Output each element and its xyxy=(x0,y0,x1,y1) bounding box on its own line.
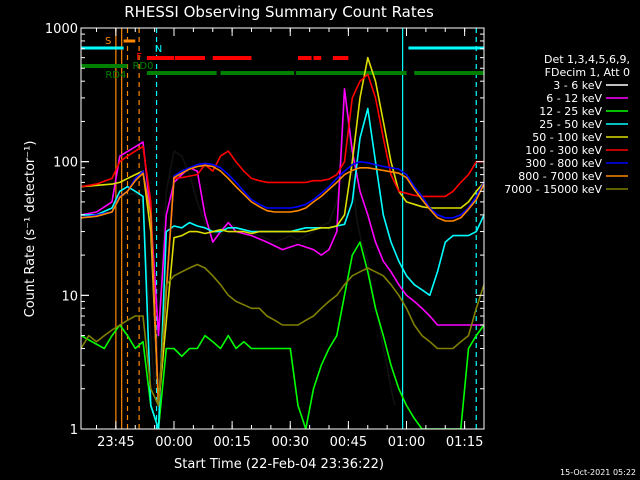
plot-frame xyxy=(80,27,485,430)
axis-ticks: 1 10 100 1000 23:45 00:00 00:15 00:30 00:45 01:00… xyxy=(45,22,484,450)
annotation-label: S xyxy=(105,36,111,47)
series-line-1 xyxy=(81,97,396,406)
legend-label: 25 - 50 keV xyxy=(539,118,602,131)
legend-label: 12 - 25 keV xyxy=(539,105,602,118)
footer-date: 15-Oct-2021 05:22 xyxy=(560,468,636,477)
y-tick-label: 100 xyxy=(53,156,78,171)
annotation-label: N xyxy=(155,44,162,55)
legend-label: 100 - 300 keV xyxy=(525,144,602,157)
y-tick-label: 1 xyxy=(70,423,78,438)
legend-label: 50 - 100 keV xyxy=(532,131,602,144)
series-line-9 xyxy=(81,263,484,407)
annotation-label: RD4 xyxy=(105,70,126,81)
x-tick-label: 23:45 xyxy=(97,435,134,450)
legend-label: 800 - 7000 keV xyxy=(518,170,602,183)
plot-area: S N F RD4 RD0 xyxy=(81,28,484,429)
series-line-3 xyxy=(81,241,484,429)
x-tick-label: 01:15 xyxy=(446,435,483,450)
y-tick-label: 1000 xyxy=(45,22,78,37)
series-line-7 xyxy=(81,160,484,407)
x-tick-label: 00:00 xyxy=(155,435,192,450)
y-axis-label: Count Rate (s⁻¹ detector⁻¹) xyxy=(23,141,38,318)
x-tick-label: 01:00 xyxy=(388,435,425,450)
legend: Det 1,3,4,5,6,9,FDecim 1, Att 03 - 6 keV… xyxy=(504,53,630,196)
annotation-label: RD0 xyxy=(132,61,153,72)
legend-header: Det 1,3,4,5,6,9, xyxy=(544,53,630,66)
y-tick-label: 10 xyxy=(61,289,78,304)
x-tick-label: 00:30 xyxy=(272,435,309,450)
legend-label: 300 - 800 keV xyxy=(525,157,602,170)
series-line-6 xyxy=(81,73,484,407)
x-tick-label: 00:15 xyxy=(213,435,250,450)
x-tick-label: 00:45 xyxy=(330,435,367,450)
x-axis-label: Start Time (22-Feb-04 23:36:22) xyxy=(174,457,384,472)
series-line-4 xyxy=(81,107,484,429)
series-line-2 xyxy=(81,88,484,337)
legend-label: 3 - 6 keV xyxy=(553,79,602,92)
series-line-5 xyxy=(81,56,484,407)
legend-label: 6 - 12 keV xyxy=(546,92,602,105)
legend-header: FDecim 1, Att 0 xyxy=(545,66,630,79)
legend-label: 7000 - 15000 keV xyxy=(504,183,602,196)
annotation-label: F xyxy=(136,52,142,63)
chart-title: RHESSI Observing Summary Count Rates xyxy=(124,3,434,21)
